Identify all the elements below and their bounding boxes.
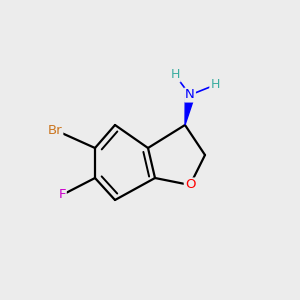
Text: Br: Br [48, 124, 62, 136]
Text: F: F [58, 188, 66, 202]
Text: H: H [210, 79, 220, 92]
Text: O: O [185, 178, 195, 191]
Polygon shape [185, 94, 195, 125]
Text: H: H [170, 68, 180, 82]
Text: N: N [185, 88, 195, 101]
